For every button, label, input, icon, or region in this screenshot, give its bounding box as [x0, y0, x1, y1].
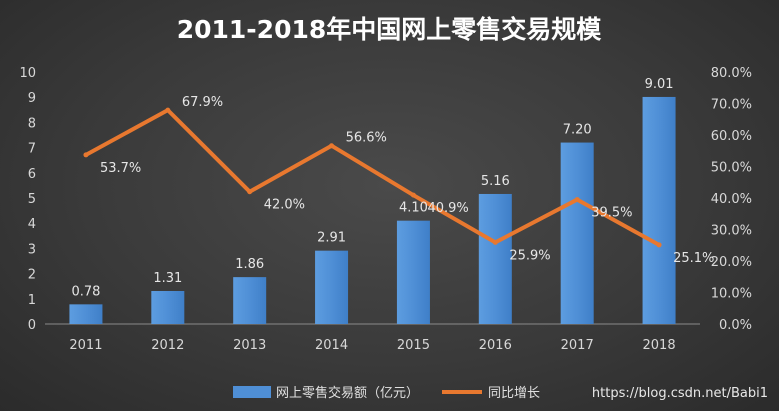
right-axis-tick-label: 20.0%	[711, 255, 752, 270]
line-point	[165, 107, 171, 113]
x-axis-tick-label: 2014	[315, 338, 348, 353]
x-axis-tick-label: 2015	[397, 338, 430, 353]
line-point	[83, 152, 89, 158]
bar	[642, 96, 676, 324]
bar	[233, 277, 267, 324]
line-point	[656, 242, 662, 248]
line-value-label: 42.0%	[264, 198, 305, 213]
x-axis-tick-label: 2016	[479, 338, 512, 353]
line-value-label: 40.9%	[427, 201, 468, 216]
left-axis-tick-label: 5	[28, 192, 36, 207]
x-axis-tick-label: 2017	[561, 338, 594, 353]
right-axis: 0.0% 10.0% 20.0% 30.0% 40.0% 50.0% 60.0% 70.0% 8…	[711, 66, 752, 333]
left-axis-tick-label: 4	[28, 217, 36, 232]
right-axis-tick-label: 50.0%	[711, 161, 752, 176]
right-axis-tick-label: 70.0%	[711, 98, 752, 113]
legend-bar-label: 网上零售交易额（亿元）	[276, 385, 419, 401]
x-axis-tick-label: 2013	[233, 338, 266, 353]
bar	[315, 250, 349, 324]
line-value-label: 25.9%	[509, 248, 550, 263]
growth-line-series	[83, 107, 662, 248]
x-axis-tick-label: 2012	[151, 338, 184, 353]
line-value-label: 67.9%	[182, 95, 223, 110]
legend-bar-swatch	[233, 386, 271, 398]
bar	[478, 193, 512, 324]
bar-value-label: 4.10	[399, 201, 428, 216]
x-axis-tick-label: 2011	[69, 338, 102, 353]
bar-value-label: 0.78	[71, 284, 100, 299]
left-axis-tick-label: 6	[28, 167, 36, 182]
left-axis-tick-label: 3	[28, 242, 36, 257]
bar-value-label: 7.20	[563, 123, 592, 138]
line-value-label: 25.1%	[673, 251, 714, 266]
line-value-label: 53.7%	[100, 161, 141, 176]
line-point	[329, 143, 335, 149]
bar-series	[69, 96, 676, 324]
x-axis: 2011 2012 2013 2014 2015 2016 2017 2018	[45, 323, 700, 353]
right-axis-tick-label: 40.0%	[711, 192, 752, 207]
bar	[151, 290, 185, 324]
line-data-labels: 53.7% 67.9% 42.0% 56.6% 40.9% 25.9% 39.5% 25.1%	[100, 95, 714, 266]
line-value-label: 39.5%	[591, 206, 632, 221]
watermark: https://blog.csdn.net/Babi1	[592, 386, 768, 401]
growth-line	[83, 108, 662, 247]
right-axis-tick-label: 10.0%	[711, 287, 752, 302]
x-axis-tick-label: 2018	[643, 338, 676, 353]
line-value-label: 56.6%	[346, 131, 387, 146]
line-point	[410, 192, 416, 198]
bar-data-labels: 0.78 1.31 1.86 2.91 4.10 5.16 7.20 9.01	[71, 77, 673, 299]
bar	[396, 220, 430, 324]
left-axis-tick-label: 0	[28, 318, 36, 333]
bar-value-label: 1.86	[235, 257, 264, 272]
left-axis: 0 1 2 3 4 5 6 7 8 9 10	[19, 66, 36, 333]
left-axis-tick-label: 10	[19, 66, 36, 81]
legend: 网上零售交易额（亿元） 同比增长	[233, 385, 540, 401]
right-axis-tick-label: 30.0%	[711, 224, 752, 239]
left-axis-tick-label: 7	[28, 142, 36, 157]
bar-value-label: 2.91	[317, 231, 346, 246]
bar-value-label: 1.31	[153, 271, 182, 286]
legend-line-label: 同比增长	[488, 386, 540, 401]
bar-value-label: 9.01	[645, 77, 674, 92]
right-axis-tick-label: 80.0%	[711, 66, 752, 81]
bar	[560, 142, 594, 324]
right-axis-tick-label: 0.0%	[719, 318, 752, 333]
chart-title: 2011-2018年中国网上零售交易规模	[177, 15, 603, 44]
line-point	[247, 189, 253, 195]
left-axis-tick-label: 1	[28, 293, 36, 308]
bar	[69, 304, 103, 324]
right-axis-tick-label: 60.0%	[711, 129, 752, 144]
left-axis-tick-label: 8	[28, 116, 36, 131]
line-point	[574, 197, 580, 203]
line-point	[492, 239, 498, 245]
bar-value-label: 5.16	[481, 174, 510, 189]
left-axis-tick-label: 9	[28, 91, 36, 106]
left-axis-tick-label: 2	[28, 268, 36, 283]
